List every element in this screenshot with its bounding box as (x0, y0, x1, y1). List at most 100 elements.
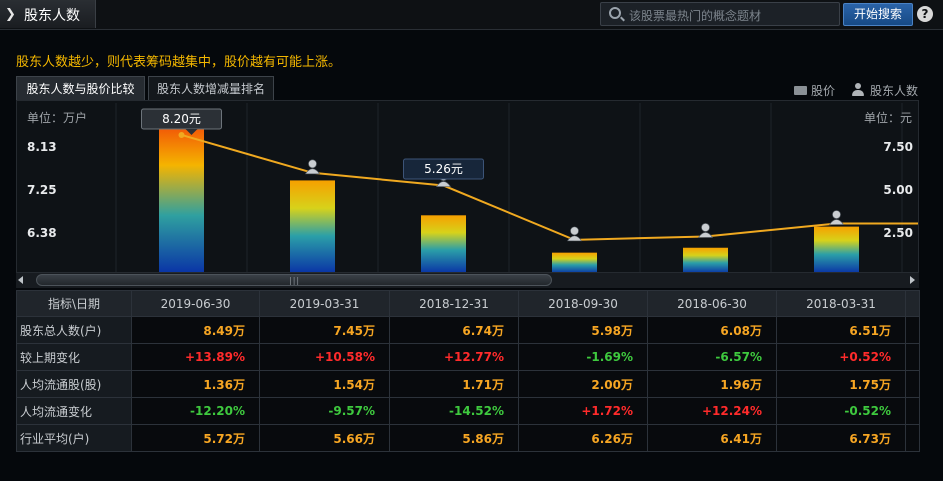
table-cell: +12.24% (647, 397, 777, 425)
overflow-cell (905, 343, 920, 371)
table-cell: 6.74万 (389, 316, 519, 344)
table-row: 股东总人数(户) 8.49万 7.45万 6.74万 5.98万 6.08万 6.51万 (16, 316, 920, 344)
holders-price-chart: 8.13 7.25 6.38 7.50 5.00 2.50 8.20元 5.26元 单位：万户… (16, 100, 919, 288)
tab-holders-vs-price[interactable]: 股东人数与股价比较 (16, 76, 145, 100)
legend-price-label: 股价 (811, 84, 836, 98)
left-axis-unit: 单位：万户 (27, 111, 88, 125)
chart-scrollbar[interactable]: ||| (16, 272, 919, 288)
search-input[interactable]: 该股票最热门的概念题材 (629, 9, 762, 23)
right-axis-unit: 单位：元 (863, 111, 912, 125)
holders-bar[interactable] (159, 129, 204, 273)
holders-data-table: 指标\日期 2019-06-30 2019-03-31 2018-12-31 2… (16, 290, 920, 452)
table-cell: +10.58% (259, 343, 390, 371)
table-cell: -0.52% (776, 397, 906, 425)
table-cell: 5.86万 (389, 424, 519, 452)
table-cell: 6.41万 (647, 424, 777, 452)
table-cell: 1.36万 (131, 370, 260, 398)
price-legend-icon (794, 86, 807, 95)
person-icon (852, 83, 864, 96)
y-right-tick-label: 2.50 (883, 226, 913, 240)
y-left-tick-label: 7.25 (27, 183, 57, 197)
overflow-cell (905, 316, 920, 344)
header-date: 2018-06-30 (647, 290, 777, 317)
price-callout-label: 8.20元 (162, 112, 201, 126)
header-date: 2018-09-30 (518, 290, 648, 317)
table-cell: +13.89% (131, 343, 260, 371)
price-callout: 8.20元 (141, 108, 222, 135)
price-callout: 5.26元 (403, 158, 484, 180)
start-search-button[interactable]: 开始搜索 (843, 3, 913, 26)
header-date: 2018-12-31 (389, 290, 519, 317)
holder-marker-icon[interactable] (178, 131, 185, 138)
scroll-thumb[interactable]: ||| (36, 274, 552, 286)
search-box[interactable]: 该股票最热门的概念题材 (600, 2, 840, 26)
table-cell: 7.45万 (259, 316, 390, 344)
table-cell: 1.54万 (259, 370, 390, 398)
overflow-cell (905, 397, 920, 425)
search-icon (609, 7, 621, 19)
panel-title: 股东人数 (24, 8, 80, 24)
scroll-left-icon[interactable] (18, 276, 23, 284)
holders-bar[interactable] (683, 247, 728, 273)
legend-price: 股价 (794, 82, 835, 99)
price-callout-label: 5.26元 (424, 162, 463, 176)
table-cell: -1.69% (518, 343, 648, 371)
panel-title-tab[interactable]: ❯ 股东人数 (0, 0, 96, 28)
row-label: 行业平均(户) (16, 424, 132, 452)
header-date: 2019-06-30 (131, 290, 260, 317)
table-row: 行业平均(户) 5.72万 5.66万 5.86万 6.26万 6.41万 6.73万 (16, 424, 920, 452)
table-cell: 1.75万 (776, 370, 906, 398)
holders-bar[interactable] (552, 252, 597, 273)
header-corner: 指标\日期 (16, 290, 132, 317)
table-cell: 2.00万 (518, 370, 648, 398)
holder-marker-icon[interactable] (828, 210, 845, 225)
table-cell: 5.98万 (518, 316, 648, 344)
chart-canvas: 8.13 7.25 6.38 7.50 5.00 2.50 8.20元 5.26元 (27, 103, 918, 273)
holder-marker-icon[interactable] (566, 226, 583, 242)
holder-marker-icon[interactable] (697, 223, 714, 238)
table-cell: -9.57% (259, 397, 390, 425)
table-header-row: 指标\日期 2019-06-30 2019-03-31 2018-12-31 2… (16, 290, 920, 317)
scroll-right-icon[interactable] (910, 276, 915, 284)
y-right-tick-label: 5.00 (883, 183, 913, 197)
help-icon[interactable]: ? (917, 6, 933, 22)
overflow-cell (905, 370, 920, 398)
table-cell: 1.71万 (389, 370, 519, 398)
table-cell: 1.96万 (647, 370, 777, 398)
holder-marker-icon[interactable] (304, 159, 321, 175)
table-cell: 8.49万 (131, 316, 260, 344)
table-cell: 6.51万 (776, 316, 906, 344)
table-cell: 6.26万 (518, 424, 648, 452)
table-cell: -14.52% (389, 397, 519, 425)
row-label: 股东总人数(户) (16, 316, 132, 344)
table-cell: -6.57% (647, 343, 777, 371)
header-overflow (905, 290, 920, 317)
chevron-right-icon: ❯ (5, 7, 16, 22)
table-cell: +0.52% (776, 343, 906, 371)
legend-holders-label: 股东人数 (870, 84, 919, 98)
top-bar: ❯ 股东人数 该股票最热门的概念题材 开始搜索 ? (0, 0, 943, 30)
table-row: 较上期变化 +13.89% +10.58% +12.77% -1.69% -6.57% +0… (16, 343, 920, 371)
holders-bar[interactable] (421, 215, 466, 273)
table-row: 人均流通变化 -12.20% -9.57% -14.52% +1.72% +12.24% -… (16, 397, 920, 425)
y-right-tick-label: 7.50 (883, 140, 913, 154)
table-cell: +1.72% (518, 397, 648, 425)
row-label: 人均流通股(股) (16, 370, 132, 398)
row-label: 较上期变化 (16, 343, 132, 371)
table-row: 人均流通股(股) 1.36万 1.54万 1.71万 2.00万 1.96万 1.75万 (16, 370, 920, 398)
holders-bar[interactable] (290, 180, 335, 273)
y-left-tick-label: 6.38 (27, 226, 57, 240)
table-cell: 5.72万 (131, 424, 260, 452)
header-date: 2018-03-31 (776, 290, 906, 317)
table-cell: -12.20% (131, 397, 260, 425)
table-cell: 5.66万 (259, 424, 390, 452)
info-tip: 股东人数越少，则代表筹码越集中，股价越有可能上涨。 (16, 55, 342, 70)
holders-bar[interactable] (814, 226, 859, 273)
header-date: 2019-03-31 (259, 290, 390, 317)
row-label: 人均流通变化 (16, 397, 132, 425)
overflow-cell (905, 424, 920, 452)
table-cell: 6.73万 (776, 424, 906, 452)
legend-holders: 股东人数 (852, 82, 918, 99)
tab-holders-ranking[interactable]: 股东人数增减量排名 (148, 76, 274, 100)
y-left-tick-label: 8.13 (27, 140, 57, 154)
